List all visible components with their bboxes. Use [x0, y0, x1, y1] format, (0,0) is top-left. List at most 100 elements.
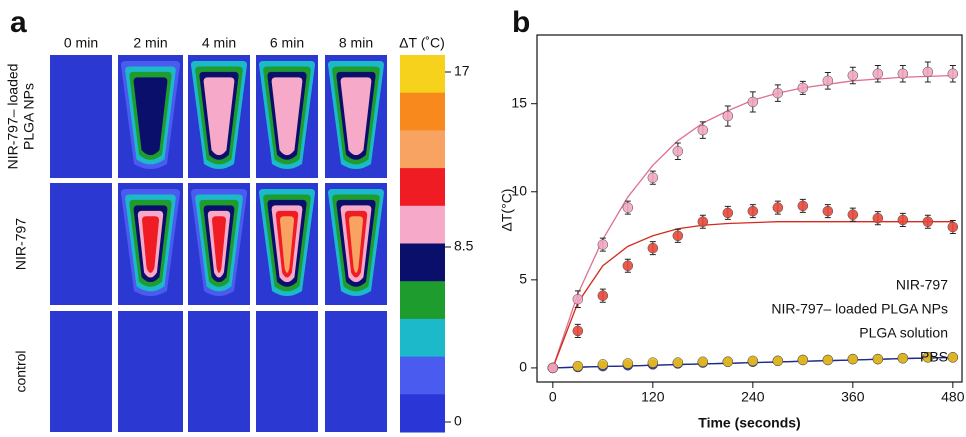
data-point [897, 214, 909, 226]
data-point [822, 354, 834, 366]
data-point [622, 202, 634, 213]
data-point [922, 352, 934, 363]
thermal-image [325, 311, 387, 432]
thermal-image [50, 311, 112, 432]
data-point [647, 357, 659, 368]
data-point [922, 66, 934, 78]
row-label: NIR-797– loaded [5, 64, 21, 170]
panel-label: b [512, 6, 530, 39]
data-point [897, 352, 909, 364]
thermal-layer [133, 77, 168, 156]
colorbar-tick-label: 0 [454, 413, 462, 429]
colorbar-swatch [400, 243, 445, 282]
data-point [772, 355, 784, 367]
data-point [722, 356, 734, 367]
data-point [547, 362, 559, 374]
colorbar-swatch [400, 205, 445, 244]
data-point [697, 356, 709, 367]
data-point [797, 200, 809, 212]
colorbar-swatch [400, 318, 445, 358]
data-point [622, 260, 634, 271]
data-point [922, 216, 934, 227]
data-point [747, 205, 759, 217]
data-point [947, 352, 959, 363]
column-label: 8 min [339, 35, 373, 51]
data-point [647, 172, 659, 183]
data-point [697, 216, 709, 227]
x-tick-label: 360 [841, 389, 865, 405]
colorbar-tick-label: 17 [454, 63, 470, 79]
data-point [772, 202, 784, 213]
data-point [647, 242, 659, 254]
thermal-image [118, 311, 183, 432]
data-point [847, 209, 859, 220]
panel-label: a [10, 6, 27, 39]
thermal-image [188, 311, 250, 432]
legend-entry: NIR-797– loaded PLGA NPs [771, 301, 948, 317]
x-tick-label: 120 [641, 389, 665, 405]
data-point [822, 75, 834, 87]
row-label: NIR-797 [13, 218, 29, 270]
data-point [872, 353, 884, 365]
thermal-layer [340, 77, 372, 156]
thermal-layer [280, 216, 294, 273]
thermal-layer [212, 216, 226, 273]
colorbar-swatch [400, 394, 445, 433]
data-point [847, 353, 859, 365]
data-point [747, 355, 759, 367]
colorbar-swatch [400, 55, 445, 94]
data-point [622, 358, 634, 369]
thermal-layer [271, 77, 303, 156]
legend-entry: PBS [920, 349, 948, 365]
colorbar-tick-label: 8.5 [454, 238, 474, 254]
y-tick-label: 0 [519, 359, 527, 375]
data-point [797, 354, 809, 366]
data-point [722, 110, 734, 122]
data-point [897, 68, 909, 80]
fit-line [552, 221, 953, 369]
data-point [872, 68, 884, 80]
y-axis-label: ΔT(°C) [499, 189, 515, 232]
colorbar-swatch [400, 281, 445, 320]
data-point [597, 359, 609, 370]
x-tick-label: 240 [741, 389, 765, 405]
plot-frame [536, 34, 963, 383]
data-point [572, 293, 584, 305]
colorbar-swatch [400, 130, 445, 169]
y-tick-label: 15 [511, 94, 527, 110]
colorbar-swatch [400, 168, 445, 207]
data-point [947, 221, 959, 233]
data-point [597, 290, 609, 301]
thermal-layer [349, 216, 363, 273]
row-label: PLGA NPs [21, 83, 37, 150]
legend-entry: PLGA solution [859, 325, 948, 341]
colorbar-swatch [400, 92, 445, 131]
data-point [747, 96, 759, 108]
row-label: control [13, 350, 29, 392]
column-label: 2 min [133, 35, 167, 51]
data-point [872, 212, 884, 224]
thermal-image [256, 311, 318, 432]
data-point [847, 70, 859, 81]
data-point [672, 230, 684, 242]
data-point [797, 82, 809, 94]
x-tick-label: 0 [549, 389, 557, 405]
data-point [947, 68, 959, 80]
column-label: 0 min [64, 35, 98, 51]
thermal-image [50, 183, 112, 305]
y-tick-label: 10 [511, 182, 527, 198]
data-point [672, 357, 684, 368]
data-point [672, 146, 684, 157]
x-tick-label: 480 [941, 389, 965, 405]
x-axis-label: Time (seconds) [698, 415, 800, 431]
data-point [772, 87, 784, 99]
thermal-layer [142, 216, 159, 273]
data-point [822, 205, 834, 217]
colorbar-swatch [400, 356, 445, 395]
y-tick-label: 5 [519, 271, 527, 287]
column-label: 6 min [270, 35, 304, 51]
thermal-image [50, 55, 112, 178]
data-point [697, 124, 709, 136]
data-point [597, 239, 609, 250]
